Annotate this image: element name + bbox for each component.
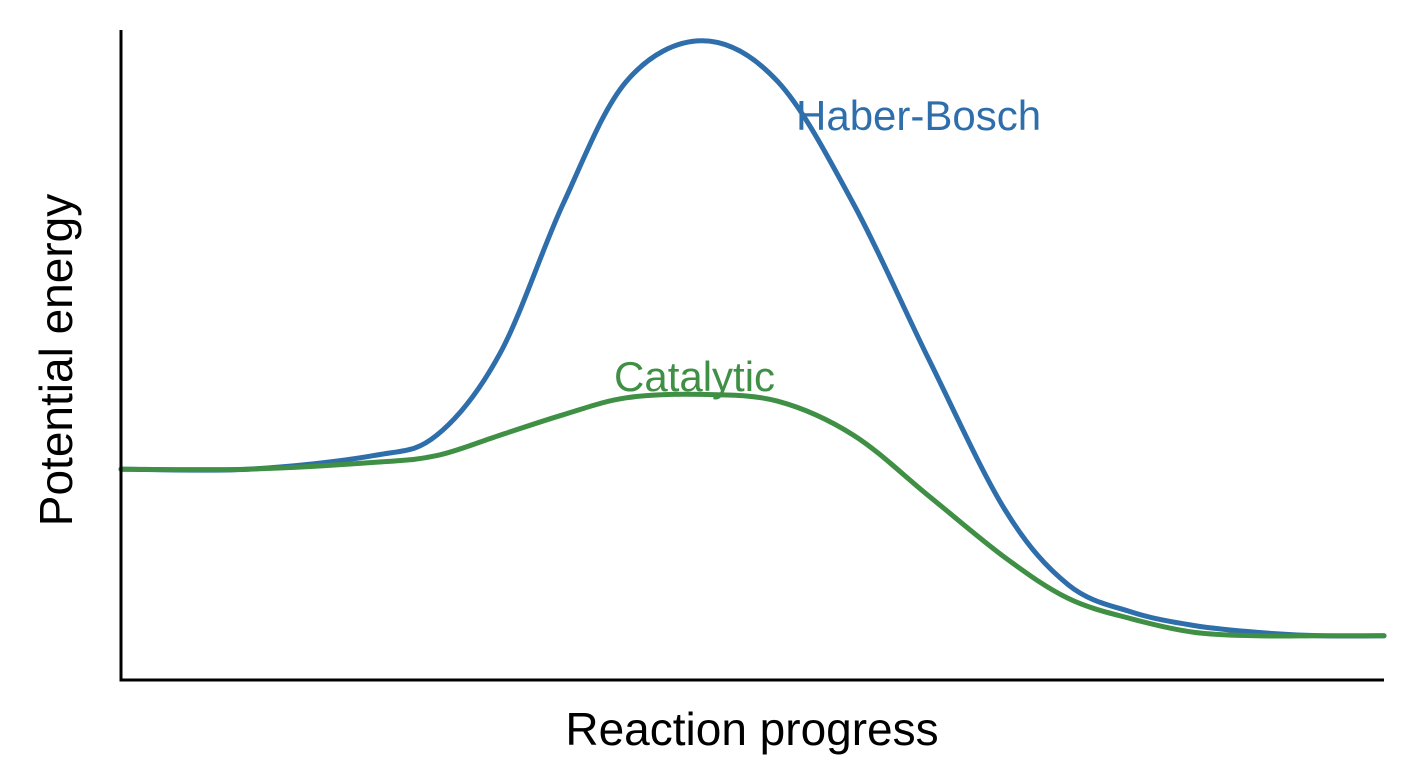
series-line-haber-bosch (118, 38, 1387, 639)
y-axis-title: Potential energy (30, 194, 82, 526)
series-line-catalytic (118, 391, 1387, 639)
series-label-haber-bosch: Haber-Bosch (796, 92, 1041, 139)
series-label-catalytic: Catalytic (614, 353, 775, 400)
plot-area (118, 38, 1387, 639)
x-axis-title: Reaction progress (565, 703, 938, 755)
